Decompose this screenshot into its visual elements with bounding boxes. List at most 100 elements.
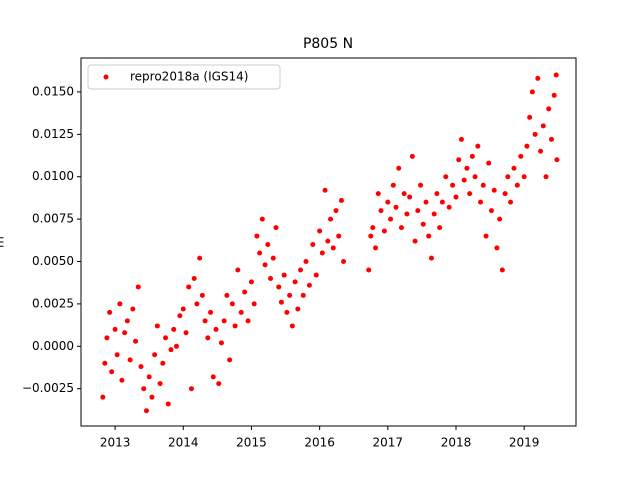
point [143,408,149,414]
point [319,250,325,256]
point [278,299,284,305]
point [221,318,227,324]
point [554,157,560,163]
point [317,228,323,234]
point [508,199,514,205]
point [553,72,559,78]
point [322,187,328,193]
point [102,360,108,366]
point [434,191,440,197]
point [467,191,473,197]
point [149,394,155,400]
x-tick-label: 2014 [168,436,199,450]
point [210,374,216,380]
point [218,340,224,346]
point [521,174,527,180]
point [486,160,492,166]
point [287,292,293,298]
point [119,377,125,383]
point [450,182,456,188]
point [306,282,312,288]
point [511,165,517,171]
point [338,197,344,203]
point [453,194,459,200]
point [205,335,211,341]
plot-frame [80,57,577,427]
point [112,326,118,332]
point [268,275,274,281]
point [160,360,166,366]
y-tick-label: 0.0125 [32,127,74,141]
point [273,225,279,231]
point [135,284,141,290]
point [259,216,265,222]
point [303,259,309,265]
point [292,279,298,285]
point [325,238,331,244]
point [385,199,391,205]
point [180,306,186,312]
y-tick-label: 0.0050 [32,254,74,268]
point [333,208,339,214]
point [396,165,402,171]
point [276,284,282,290]
point [505,174,511,180]
point [310,242,316,248]
point [398,225,404,231]
x-tick-label: 2018 [441,436,472,450]
point [373,245,379,251]
point [238,309,244,315]
point [415,208,421,214]
point [546,106,552,112]
point [499,267,505,273]
point [341,259,346,265]
point [194,301,200,307]
point [146,374,152,380]
x-tick-label: 2016 [304,436,335,450]
point [202,318,208,324]
point [404,211,410,217]
point [154,323,160,329]
point [100,394,106,400]
point [532,131,538,137]
y-tick-label: 0.0075 [32,212,74,226]
x-tick-label: 2017 [373,436,404,450]
point [300,292,306,298]
point [245,318,251,324]
point [197,255,203,261]
point [163,335,169,341]
y-tick-label: −0.0025 [22,381,74,395]
point [426,233,432,239]
point [284,309,290,315]
point [458,136,464,142]
point [469,153,475,159]
point [502,191,508,197]
point [401,191,407,197]
point [407,194,413,200]
y-tick-label: 0.0100 [32,169,74,183]
point [480,182,486,188]
point [254,233,260,239]
point [431,211,437,217]
point [298,267,304,273]
x-tick-label: 2015 [236,436,267,450]
legend-label: repro2018a (IGS14) [130,70,248,84]
point [423,199,429,205]
point [127,357,133,363]
point [446,204,452,210]
point [483,233,489,239]
point [428,255,434,261]
point [313,272,319,278]
point [381,228,387,234]
point [104,335,110,341]
point [124,318,130,324]
point [409,153,415,159]
point [141,386,147,392]
point [378,208,384,214]
point [330,245,336,251]
point [390,182,396,188]
point [262,262,268,268]
point [130,306,136,312]
point [270,255,276,261]
point [328,216,334,222]
